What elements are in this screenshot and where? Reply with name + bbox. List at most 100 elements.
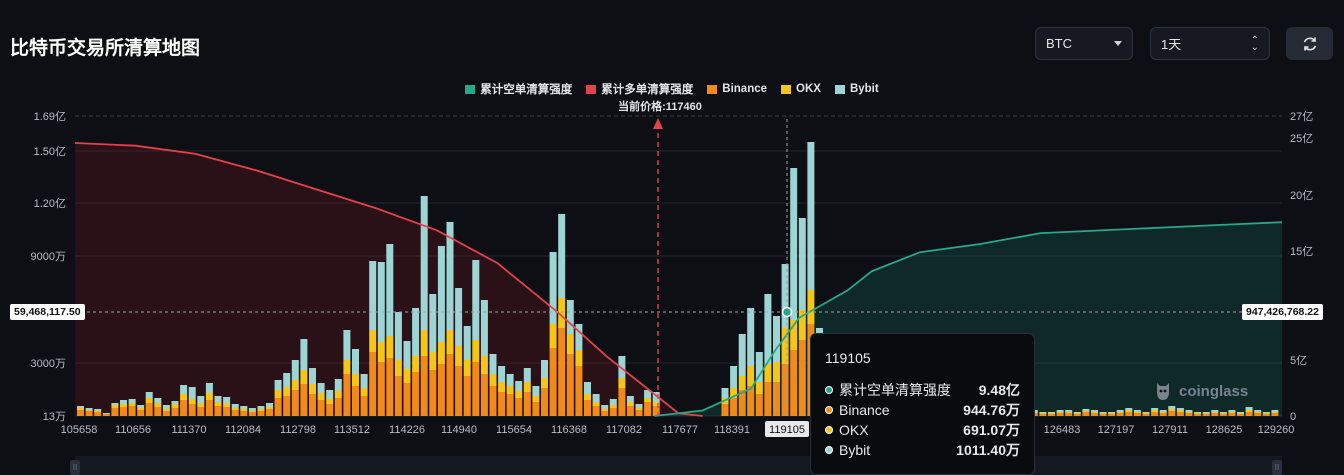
bybit-bar	[523, 368, 531, 382]
binance-bar	[231, 410, 239, 416]
okx-bar	[1039, 413, 1047, 414]
binance-bar	[652, 406, 660, 416]
legend-item-binance[interactable]: Binance	[707, 81, 767, 97]
bybit-bar	[747, 308, 755, 366]
updown-arrows-icon: ⌃ ⌄	[1250, 34, 1259, 53]
okx-bar	[738, 376, 746, 390]
binance-bar	[1194, 414, 1202, 416]
okx-bar	[85, 410, 93, 411]
okx-bar	[1228, 412, 1236, 413]
bybit-bar	[102, 413, 110, 414]
binance-bar	[274, 398, 282, 416]
tooltip-row: Binance 944.76万	[825, 400, 1020, 420]
okx-bar	[291, 380, 299, 390]
x-axis-tick-label: 119105	[769, 424, 805, 436]
binance-bar	[77, 410, 84, 416]
legend-item-okx[interactable]: OKX	[781, 81, 821, 97]
okx-bar	[515, 391, 523, 398]
x-axis-tick-label: 126483	[1044, 424, 1081, 436]
bybit-bar	[781, 264, 789, 328]
binance-bar	[171, 408, 179, 416]
bybit-bar	[1237, 412, 1244, 413]
okx-bar	[463, 360, 471, 376]
okx-bar	[584, 394, 591, 400]
binance-bar	[145, 403, 153, 416]
x-axis-tick-label: 114226	[389, 424, 425, 436]
binance-bar	[360, 396, 368, 416]
binance-bar	[197, 407, 205, 416]
binance-bar	[1168, 411, 1176, 416]
bybit-bar	[1082, 409, 1090, 411]
okx-bar	[755, 382, 763, 394]
binance-bar	[489, 386, 497, 416]
legend-item-short[interactable]: 累计空单清算强度	[465, 81, 572, 97]
okx-bar	[592, 402, 600, 406]
left-axis-tick-label: 3000万	[31, 358, 66, 370]
binance-bar	[515, 398, 523, 416]
legend-swatch	[586, 84, 597, 94]
bybit-bar	[532, 386, 540, 396]
zoom-handle-right[interactable]: II	[1272, 460, 1282, 475]
binance-bar	[94, 412, 102, 416]
binance-bar	[609, 408, 617, 416]
okx-bar	[1073, 413, 1081, 414]
okx-bar	[1082, 411, 1090, 412]
okx-bar	[394, 360, 402, 376]
binance-bar	[566, 354, 574, 416]
zoom-handle-left[interactable]: II	[70, 460, 80, 475]
refresh-button[interactable]	[1286, 27, 1333, 60]
okx-bar	[549, 324, 557, 348]
bybit-bar	[807, 142, 815, 290]
left-crosshair-flag: 59,468,117.50	[10, 304, 85, 320]
chart-legend: 累计空单清算强度 累计多单清算强度 Binance OKX Bybit	[0, 81, 1344, 97]
bybit-bar	[1048, 412, 1055, 413]
left-axis-tick-label: 1.20亿	[34, 197, 66, 210]
bybit-bar	[506, 374, 514, 386]
binance-bar	[1048, 414, 1055, 416]
tooltip-row: 累计空单清算强度 9.48亿	[825, 380, 1020, 400]
legend-item-bybit[interactable]: Bybit	[834, 81, 879, 97]
bybit-bar	[1142, 412, 1150, 413]
right-crosshair-flag: 947,426,768.22	[1242, 304, 1323, 320]
binance-bar	[472, 362, 480, 416]
binance-bar	[798, 340, 806, 416]
bybit-bar	[541, 360, 548, 378]
binance-bar	[1159, 413, 1167, 416]
binance-bar	[549, 348, 557, 416]
binance-bar	[102, 414, 110, 416]
symbol-select[interactable]: BTC	[1035, 27, 1133, 60]
bybit-bar	[266, 403, 273, 407]
tooltip-value: 9.48亿	[978, 382, 1020, 398]
binance-bar	[1142, 414, 1150, 416]
bybit-bar	[790, 168, 798, 320]
bybit-bar	[472, 260, 480, 340]
okx-bar	[644, 398, 652, 402]
okx-bar	[128, 403, 136, 406]
okx-bar	[369, 330, 377, 352]
x-axis-tick-label: 112084	[225, 424, 261, 436]
okx-bar	[386, 336, 394, 358]
okx-bar	[489, 374, 497, 386]
watermark-text: coinglass	[1179, 382, 1249, 400]
bybit-bar	[188, 387, 196, 399]
short-cumulative-line	[654, 221, 1283, 417]
binance-bar	[111, 408, 119, 416]
binance-bar	[154, 407, 162, 416]
bybit-bar	[240, 406, 248, 409]
legend-item-long[interactable]: 累计多单清算强度	[586, 81, 693, 97]
okx-bar	[480, 356, 488, 374]
bybit-bar	[1065, 410, 1073, 412]
binance-bar	[1176, 412, 1184, 416]
bybit-bar	[609, 399, 617, 405]
range-select[interactable]: 1天 ⌃ ⌄	[1150, 27, 1270, 60]
okx-bar	[360, 388, 368, 396]
bybit-bar	[1211, 410, 1219, 412]
binance-bar	[128, 406, 136, 416]
okx-bar	[773, 362, 780, 382]
binance-bar	[1271, 413, 1279, 416]
right-axis-tick-label: 5亿	[1290, 354, 1307, 367]
chevron-down-icon	[1114, 41, 1122, 46]
bybit-bar	[1194, 412, 1202, 413]
bybit-bar	[334, 379, 342, 391]
